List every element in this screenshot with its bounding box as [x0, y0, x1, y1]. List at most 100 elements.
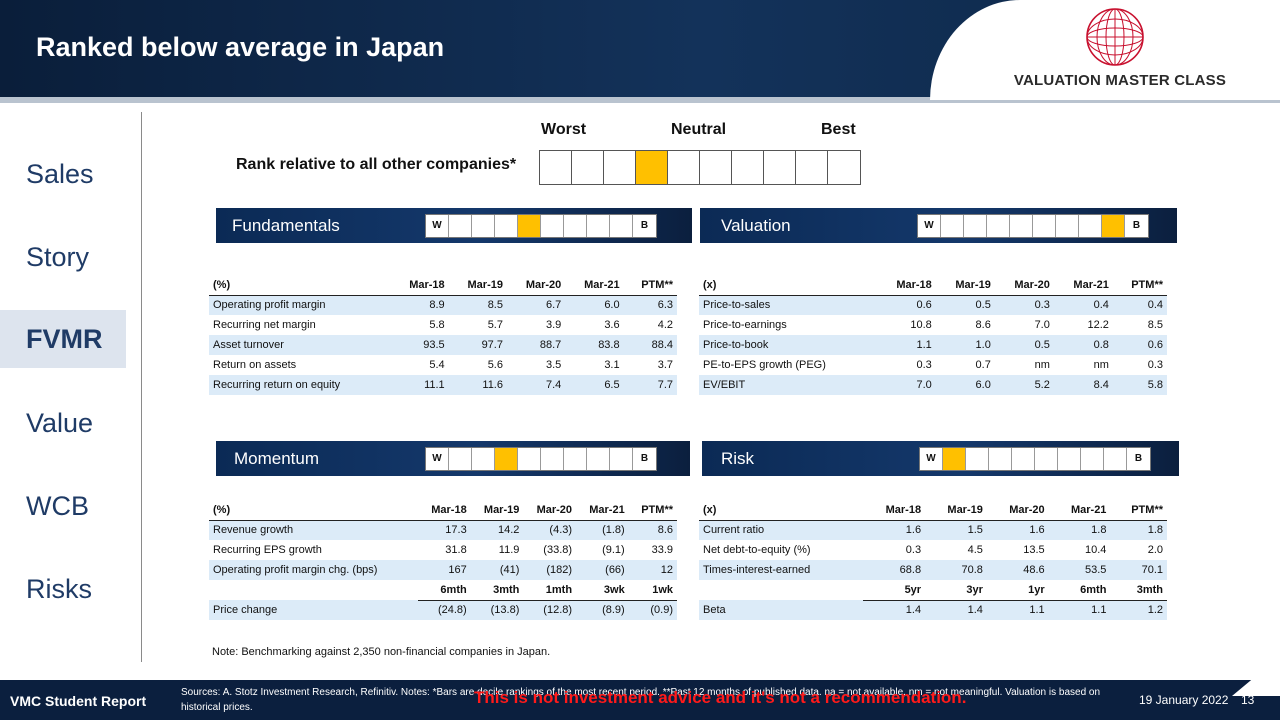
column-header: (%): [209, 500, 419, 521]
table-cell: 70.8: [925, 560, 987, 580]
table-cell: 5.8: [1112, 375, 1167, 395]
decile-cell: [495, 215, 518, 237]
rank-cell: [700, 151, 732, 184]
column-header: 3yr: [925, 580, 987, 601]
table-cell: 0.3: [1147, 359, 1163, 371]
decile-best-marker: B: [633, 448, 656, 470]
column-header: 3mth: [470, 580, 524, 601]
momentum-title: Momentum: [234, 449, 320, 468]
table-header-row: (%) Mar-18 Mar-19 Mar-20 Mar-21 PTM**: [209, 500, 677, 521]
decile-cell: [449, 448, 472, 470]
table-row: Current ratio 1.6 1.5 1.6 1.8 1.8: [699, 520, 1167, 540]
decile-cell: [472, 448, 495, 470]
decile-cell: [541, 448, 564, 470]
decile-best-marker: B: [1125, 215, 1148, 237]
column-header: Mar-21: [1048, 500, 1111, 521]
decile-cell: [1033, 215, 1056, 237]
row-label: Current ratio: [699, 520, 864, 540]
row-label: Price-to-sales: [699, 295, 877, 315]
table-cell: 1.4: [925, 600, 987, 620]
decile-cell: [541, 215, 564, 237]
table-row: Return on assets 5.4 5.6 3.5 3.1 3.7: [209, 355, 677, 375]
page-title: Ranked below average in Japan: [36, 32, 445, 62]
table-cell: 8.6: [975, 319, 991, 331]
decile-cell: [610, 448, 633, 470]
row-label: Recurring EPS growth: [213, 544, 322, 556]
column-header: 1yr: [986, 580, 1049, 601]
table-row: EV/EBIT 7.0 6.0 5.2 8.4 5.8: [699, 375, 1167, 395]
footer: VMC Student Report Sources: A. Stotz Inv…: [0, 680, 1280, 720]
table-cell: 14.2: [470, 520, 524, 540]
sidebar-item-fvmr[interactable]: FVMR: [0, 310, 126, 368]
decile-cell: [564, 215, 587, 237]
rank-cell: [764, 151, 796, 184]
sidebar-item-sales[interactable]: Sales: [26, 159, 94, 189]
row-label: EV/EBIT: [699, 375, 877, 395]
rank-cell: [796, 151, 828, 184]
rank-neutral-label: Neutral: [671, 121, 727, 138]
table-row: Beta 1.4 1.4 1.1 1.1 1.2: [699, 600, 1167, 620]
column-header: Mar-20: [994, 275, 1054, 296]
overall-rank-bar: [539, 150, 861, 185]
table-row: Price change (24.8) (13.8) (12.8) (8.9) (0.9): [209, 600, 677, 620]
column-header: 5yr: [863, 580, 926, 601]
table-cell: 0.3: [916, 359, 932, 371]
table-cell: 0.5: [994, 335, 1054, 355]
table-cell: 5.6: [487, 359, 503, 371]
table-cell: 53.5: [1048, 560, 1111, 580]
row-label: Net debt-to-equity (%): [703, 544, 811, 556]
table-subheader-row: 6mth 3mth 1mth 3wk 1wk: [209, 580, 677, 601]
column-header: Mar-18: [390, 275, 449, 296]
sidebar-item-story[interactable]: Story: [26, 242, 90, 272]
table-row: Operating profit margin 8.9 8.5 6.7 6.0 6.3: [209, 295, 677, 315]
sidebar-item-value[interactable]: Value: [26, 408, 94, 438]
row-label: Operating profit margin: [209, 295, 391, 315]
row-label: Price-to-earnings: [703, 319, 787, 331]
table-cell: 7.4: [506, 375, 566, 395]
sidebar-item-risks[interactable]: Risks: [26, 574, 92, 604]
row-label: Price change: [209, 600, 419, 620]
fundamentals-title: Fundamentals: [232, 216, 340, 235]
rank-cell: [668, 151, 700, 184]
table-cell: 11.9: [498, 544, 520, 556]
table-cell: (182): [523, 560, 577, 580]
table-cell: 12.2: [1087, 319, 1109, 331]
sidebar-item-wcb[interactable]: WCB: [26, 491, 89, 521]
column-header: (x): [699, 275, 877, 296]
rank-worst-label: Worst: [541, 121, 587, 138]
decile-cell: [564, 448, 587, 470]
table-cell: 97.7: [448, 335, 507, 355]
decile-cell: [1012, 448, 1035, 470]
table-cell: 3.9: [546, 319, 562, 331]
globe-logo-icon: [1086, 8, 1144, 66]
table-cell: 0.5: [935, 295, 995, 315]
column-header: Mar-18: [418, 500, 471, 521]
decile-cell: [518, 448, 541, 470]
decile-cell: [587, 215, 610, 237]
column-header: 1wk: [628, 580, 677, 601]
decile-cell: [1079, 215, 1102, 237]
column-header: Mar-19: [935, 275, 995, 296]
table-cell: (33.8): [543, 544, 573, 556]
table-row: Revenue growth 17.3 14.2 (4.3) (1.8) 8.6: [209, 520, 677, 540]
table-cell: 0.4: [1112, 295, 1167, 315]
table-cell: nm: [1093, 359, 1109, 371]
decile-worst-marker: W: [426, 215, 449, 237]
rank-cell: [636, 151, 668, 184]
logo-panel: [930, 0, 1280, 100]
footer-disclaimer: This is not investment advice and it's n…: [474, 688, 967, 707]
logo-text: VALUATION MASTER CLASS: [1013, 72, 1227, 89]
decile-cell: [472, 215, 495, 237]
decile-cell: [964, 215, 987, 237]
decile-cell: [495, 448, 518, 470]
row-label: Asset turnover: [209, 335, 391, 355]
column-header: Mar-20: [523, 500, 577, 521]
table-cell: 10.8: [910, 319, 932, 331]
risk-table: (x) Mar-18 Mar-19 Mar-20 Mar-21 PTM** Current …: [699, 500, 1167, 620]
table-cell: 0.8: [1053, 335, 1113, 355]
table-row: Recurring EPS growth 31.8 11.9 (33.8) (9.1) 3…: [209, 540, 677, 560]
